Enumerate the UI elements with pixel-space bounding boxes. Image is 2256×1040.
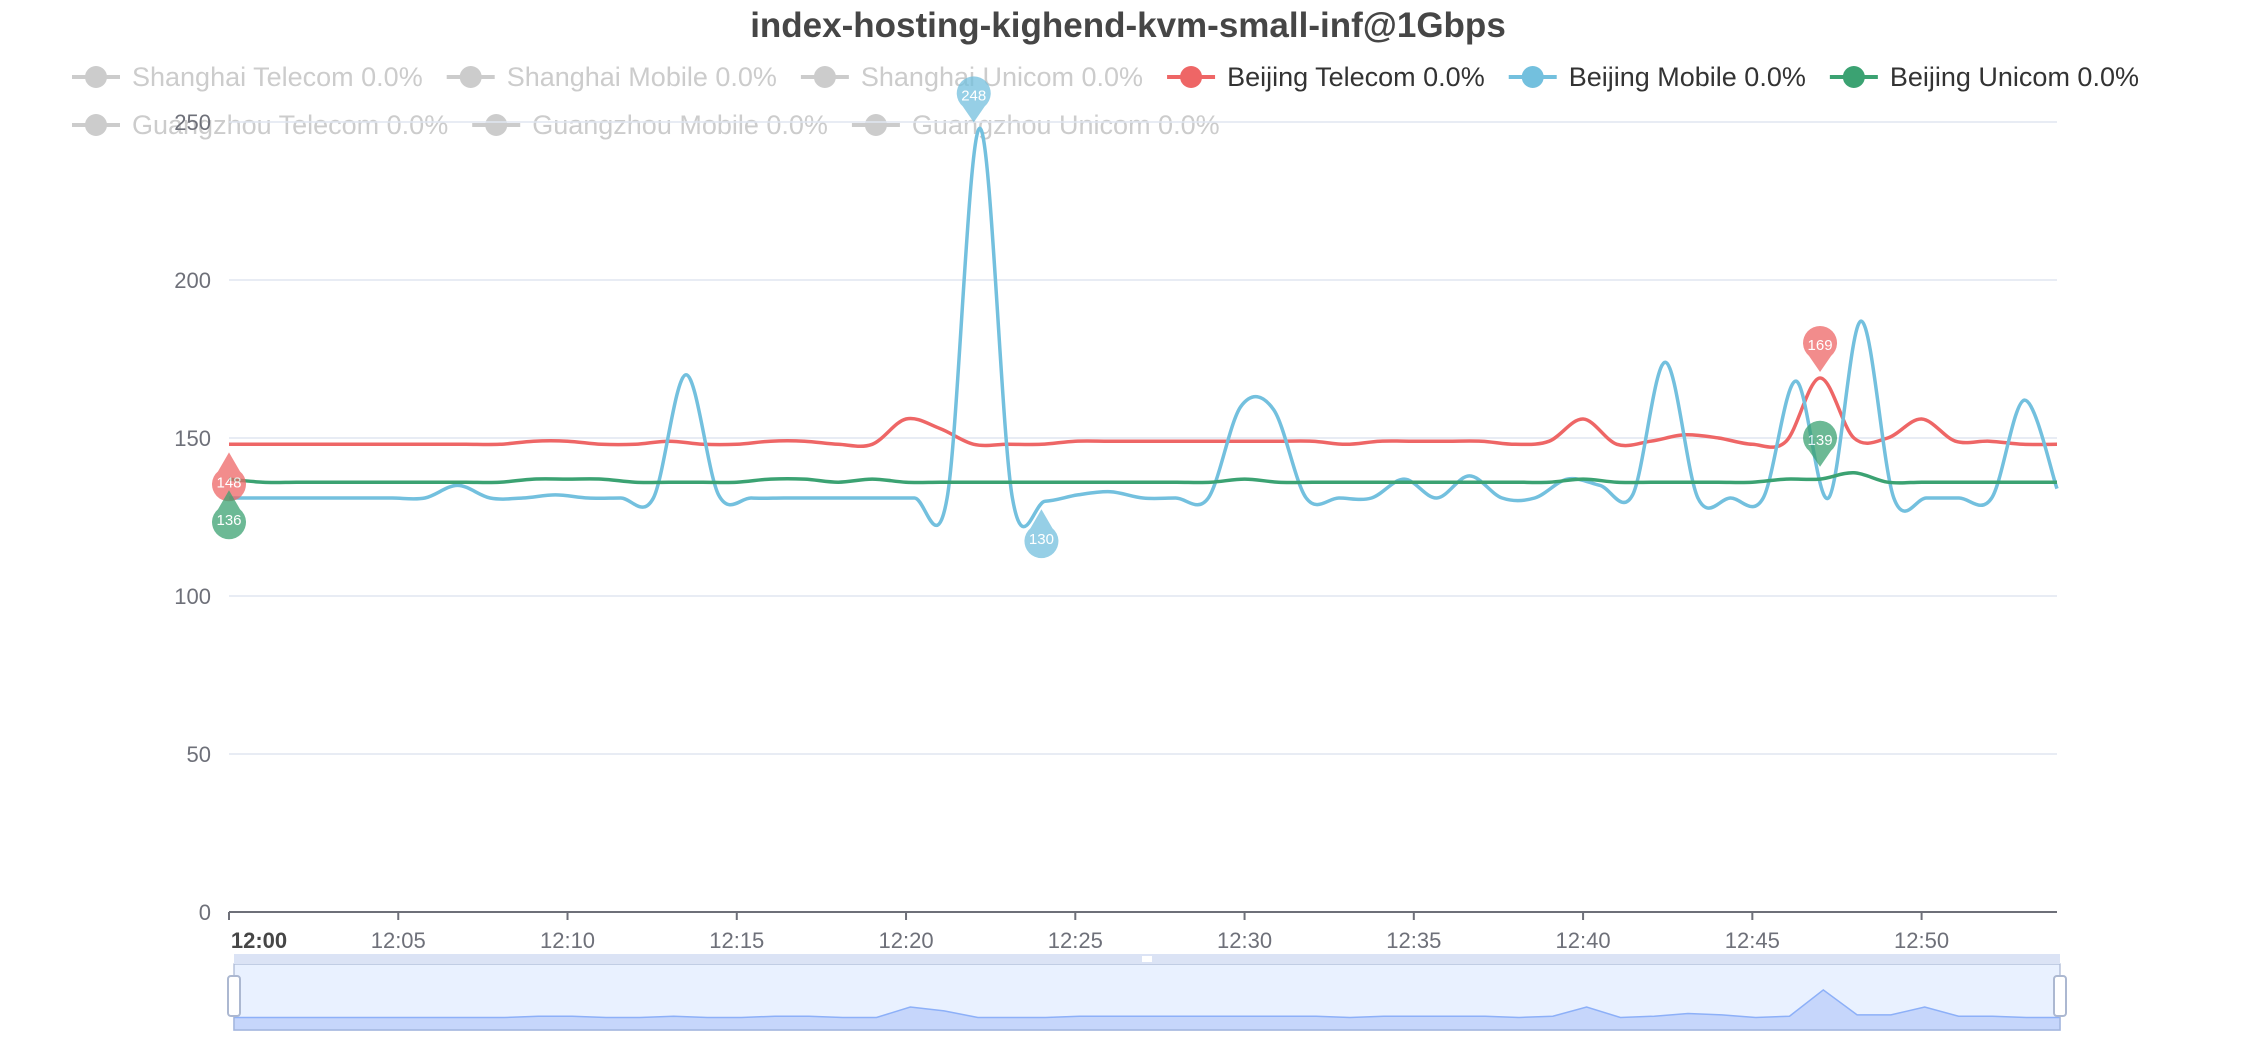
y-tick-label: 200 bbox=[174, 268, 211, 293]
x-tick-label: 12:00 bbox=[231, 928, 287, 953]
mark-pin-beijing-mobile-max: 248 bbox=[956, 76, 991, 123]
legend-label: Guangzhou Telecom 0.0% bbox=[132, 110, 448, 140]
legend-dot bbox=[485, 114, 508, 136]
mark-pin-beijing-telecom-min: 148 bbox=[212, 452, 247, 502]
legend-item-beijing-mobile[interactable]: Beijing Mobile 0.0% bbox=[1508, 62, 1806, 92]
legend-label: Shanghai Telecom 0.0% bbox=[132, 62, 423, 92]
legend-dot bbox=[85, 114, 107, 136]
legend-label: Beijing Mobile 0.0% bbox=[1569, 62, 1806, 92]
mark-pin-label: 169 bbox=[1808, 337, 1833, 354]
legend-item-guangzhou-mobile[interactable]: Guangzhou Mobile 0.0% bbox=[472, 110, 828, 140]
x-tick-label: 12:40 bbox=[1556, 928, 1611, 953]
legend-dot bbox=[1842, 66, 1865, 88]
mark-pin-beijing-unicom-min: 136 bbox=[212, 490, 247, 540]
mark-pin-beijing-unicom-max: 139 bbox=[1803, 420, 1838, 467]
legend-item-beijing-unicom[interactable]: Beijing Unicom 0.0% bbox=[1829, 62, 2139, 92]
legend-label: Guangzhou Unicom 0.0% bbox=[912, 110, 1220, 140]
mark-pin-shape bbox=[212, 490, 247, 540]
series-lines bbox=[228, 126, 2059, 529]
legend-label: Shanghai Mobile 0.0% bbox=[507, 62, 777, 92]
y-tick-label: 250 bbox=[174, 110, 211, 135]
x-tick-label: 12:30 bbox=[1217, 928, 1272, 953]
y-tick-label: 100 bbox=[174, 584, 211, 609]
y-tick-label: 150 bbox=[174, 426, 211, 451]
legend-item-shanghai-telecom[interactable]: Shanghai Telecom 0.0% bbox=[72, 62, 423, 92]
zoom-preview-area bbox=[233, 988, 2061, 1031]
y-tick-label: 50 bbox=[187, 742, 211, 767]
legend-dot bbox=[813, 66, 836, 88]
x-tick-label: 12:50 bbox=[1894, 928, 1949, 953]
x-axis: 12:00 12:05 12:10 12:15 12:20 12:25 12:30 12:35… bbox=[228, 911, 2057, 953]
legend-item-shanghai-unicom[interactable]: Shanghai Unicom 0.0% bbox=[800, 62, 1143, 92]
legend-label: Beijing Telecom 0.0% bbox=[1227, 62, 1485, 92]
mark-pin-shape bbox=[212, 452, 247, 502]
series-line-beijing-unicom bbox=[228, 471, 2057, 485]
legend-item-guangzhou-unicom[interactable]: Guangzhou Unicom 0.0% bbox=[851, 110, 1220, 140]
mark-pin-label: 130 bbox=[1029, 531, 1054, 548]
legend-dot bbox=[1180, 66, 1203, 88]
zoom-move-grip bbox=[1142, 956, 1152, 962]
mark-pin-label: 248 bbox=[961, 87, 986, 104]
chart-title: index-hosting-kighend-kvm-small-inf@1Gbp… bbox=[750, 6, 1506, 45]
zoom-selection[interactable] bbox=[233, 963, 2061, 1031]
series-line-beijing-telecom bbox=[229, 376, 2058, 449]
mark-pin-shape bbox=[1024, 509, 1059, 559]
x-tick-label: 12:20 bbox=[879, 928, 934, 953]
data-zoom-slider[interactable] bbox=[227, 954, 2067, 1031]
point-marks: 148 169 248 130 136 139 bbox=[212, 76, 1838, 559]
series-line-beijing-mobile bbox=[229, 126, 2059, 529]
grid-lines bbox=[229, 121, 2057, 755]
legend-item-guangzhou-telecom[interactable]: Guangzhou Telecom 0.0% bbox=[72, 110, 448, 140]
zoom-handle-right[interactable] bbox=[2053, 975, 2067, 1017]
mark-pin-label: 139 bbox=[1808, 432, 1833, 449]
legend-dot bbox=[459, 66, 482, 88]
zoom-handle-left[interactable] bbox=[227, 975, 241, 1017]
legend-label: Shanghai Unicom 0.0% bbox=[861, 62, 1143, 92]
x-tick-label: 12:10 bbox=[540, 928, 595, 953]
mark-pin-shape bbox=[956, 76, 991, 123]
legend-item-beijing-telecom[interactable]: Beijing Telecom 0.0% bbox=[1167, 62, 1485, 92]
mark-pin-shape bbox=[1803, 420, 1838, 467]
mark-pin-label: 136 bbox=[216, 512, 241, 529]
legend-dot bbox=[864, 114, 887, 136]
legend-dot bbox=[85, 66, 107, 88]
legend-dot bbox=[1521, 66, 1544, 88]
x-tick-label: 12:15 bbox=[709, 928, 764, 953]
legend-label: Beijing Unicom 0.0% bbox=[1890, 62, 2139, 92]
legend-item-shanghai-mobile[interactable]: Shanghai Mobile 0.0% bbox=[446, 62, 777, 92]
legend: Shanghai Telecom 0.0% Shanghai Mobile 0.0… bbox=[72, 62, 2139, 140]
y-tick-label: 0 bbox=[199, 900, 211, 925]
x-tick-label: 12:45 bbox=[1725, 928, 1780, 953]
x-tick-label: 12:25 bbox=[1048, 928, 1103, 953]
x-tick-label: 12:05 bbox=[371, 928, 426, 953]
mark-pin-beijing-mobile-min: 130 bbox=[1024, 509, 1059, 559]
mark-pin-label: 148 bbox=[216, 474, 241, 491]
mark-pin-beijing-telecom-max: 169 bbox=[1803, 325, 1838, 372]
y-axis: 0 50 100 150 200 250 bbox=[174, 110, 211, 925]
x-tick-label: 12:35 bbox=[1386, 928, 1441, 953]
mark-pin-shape bbox=[1803, 325, 1838, 372]
legend-label: Guangzhou Mobile 0.0% bbox=[532, 110, 828, 140]
